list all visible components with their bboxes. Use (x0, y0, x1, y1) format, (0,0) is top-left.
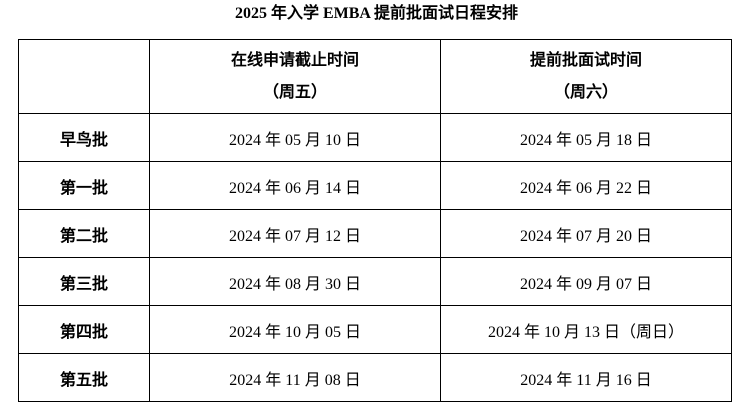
date-cell: 2024 年 11 月 16 日 (440, 353, 732, 402)
date-cell: 2024 年 07 月 12 日 (149, 209, 441, 258)
table-row: 早鸟批 2024 年 05 月 10 日 2024 年 05 月 18 日 (18, 113, 732, 162)
header-cell (18, 39, 150, 114)
date-cell: 2024 年 11 月 08 日 (149, 353, 441, 402)
header-cell: 提前批面试时间 （周六） (440, 39, 732, 114)
date-cell: 2024 年 08 月 30 日 (149, 257, 441, 306)
header-title: 提前批面试时间 (529, 51, 642, 69)
header-cell: 在线申请截止时间 （周五） (149, 39, 441, 114)
batch-name: 第二批 (18, 209, 150, 258)
date-cell: 2024 年 10 月 05 日 (149, 305, 441, 354)
header-note: （周六） (553, 83, 618, 101)
table-row: 第三批 2024 年 08 月 30 日 2024 年 09 月 07 日 (18, 257, 732, 306)
batch-name: 第三批 (18, 257, 150, 306)
batch-name: 第一批 (18, 161, 150, 210)
date-cell: 2024 年 07 月 20 日 (440, 209, 732, 258)
table-body: 早鸟批 2024 年 05 月 10 日 2024 年 05 月 18 日第一批 20… (18, 113, 732, 402)
batch-name: 早鸟批 (18, 113, 150, 162)
schedule-table: 在线申请截止时间 （周五） 提前批面试时间 （周六） 早鸟批 2024 年 05 … (18, 39, 732, 402)
table-row: 第二批 2024 年 07 月 12 日 2024 年 07 月 20 日 (18, 209, 732, 258)
table-row: 第一批 2024 年 06 月 14 日 2024 年 06 月 22 日 (18, 161, 732, 210)
table-header: 在线申请截止时间 （周五） 提前批面试时间 （周六） (18, 39, 732, 114)
date-cell: 2024 年 06 月 14 日 (149, 161, 441, 210)
date-cell: 2024 年 05 月 18 日 (440, 113, 732, 162)
title: 2025 年入学 EMBA 提前批面试日程安排 (234, 5, 519, 22)
batch-name: 第五批 (18, 353, 150, 402)
header-row: 在线申请截止时间 （周五） 提前批面试时间 （周六） (18, 39, 732, 114)
header-note: （周五） (262, 83, 327, 101)
date-cell: 2024 年 09 月 07 日 (440, 257, 732, 306)
date-cell: 2024 年 06 月 22 日 (440, 161, 732, 210)
table-row: 第五批 2024 年 11 月 08 日 2024 年 11 月 16 日 (18, 353, 732, 402)
batch-name: 第四批 (18, 305, 150, 354)
table-row: 第四批 2024 年 10 月 05 日 2024 年 10 月 13 日（周日） (18, 305, 732, 354)
header-title: 在线申请截止时间 (230, 51, 359, 69)
date-cell: 2024 年 05 月 10 日 (149, 113, 441, 162)
date-cell: 2024 年 10 月 13 日（周日） (440, 305, 732, 354)
